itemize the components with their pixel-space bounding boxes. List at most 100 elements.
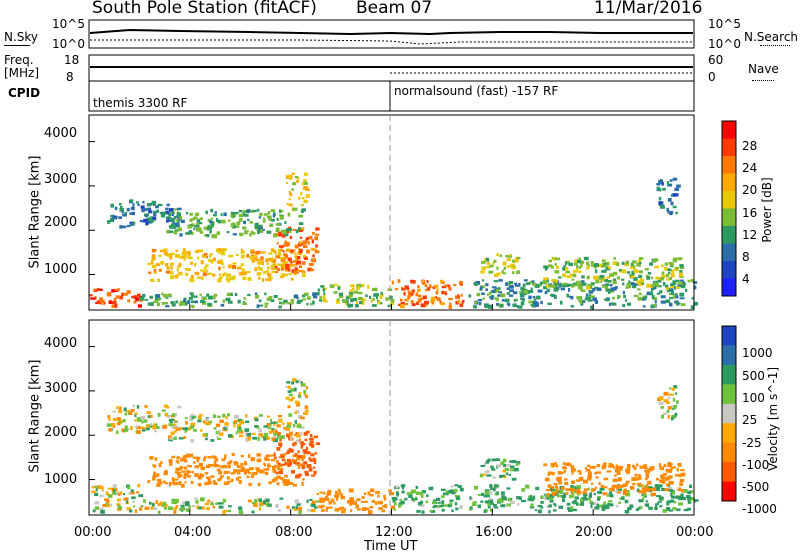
heatmap-cell-region-11 (628, 280, 631, 284)
heatmap-cell-region-9 (576, 485, 582, 489)
heatmap-cell-region-2 (177, 474, 181, 478)
heatmap-cell-region-4 (257, 425, 260, 429)
heatmap-cell-region-4 (295, 434, 301, 438)
heatmap-cell-region-4 (280, 435, 285, 439)
heatmap-cell-region-7 (319, 491, 323, 494)
heatmap-cell-region-4 (247, 218, 250, 221)
heatmap-cell-region-11 (592, 466, 596, 469)
heatmap-cell-region-1 (159, 501, 163, 505)
heatmap-cell-region-11 (639, 276, 643, 280)
heatmap-cell-region-2 (160, 249, 165, 253)
heatmap-cell-region-10 (509, 254, 513, 257)
heatmap-cell-region-6 (298, 392, 302, 395)
heatmap-cell-region-12 (660, 406, 664, 409)
heatmap-cell-region-10 (485, 257, 490, 262)
heatmap-cell-region-12 (656, 183, 661, 186)
heatmap-cell-region-2 (298, 465, 301, 469)
heatmap-cell-region-5 (118, 216, 122, 219)
heatmap-cell-region-1 (163, 501, 167, 505)
heatmap-cell-region-2 (243, 271, 248, 276)
heatmap-cell-region-4 (271, 437, 275, 441)
heatmap-cell-region-11 (561, 471, 564, 475)
heatmap-cell-region-11 (608, 280, 612, 283)
heatmap-cell-region-4 (215, 423, 221, 427)
heatmap-cell-region-2 (279, 477, 284, 480)
heatmap-cell-region-10 (480, 464, 486, 467)
heatmap-cell-region-4 (206, 234, 210, 237)
heatmap-cell-region-9 (514, 282, 518, 285)
heatmap-cell-region-8 (400, 500, 405, 505)
heatmap-cell-region-7 (347, 303, 350, 306)
heatmap-cell-region-0 (115, 295, 121, 299)
heatmap-cell-region-2 (204, 472, 209, 475)
heatmap-cell-region-2 (241, 469, 246, 473)
heatmap-cell-region-2 (298, 458, 301, 461)
heatmap-cell-region-1 (171, 303, 176, 307)
heatmap-cell-region-0 (135, 297, 139, 302)
heatmap-cell-region-12 (667, 198, 672, 202)
heatmap-cell-region-5 (129, 426, 133, 430)
heatmap-cell-region-2 (301, 463, 305, 466)
power-ytick-4000: 4000 (44, 126, 78, 141)
heatmap-cell-region-7 (374, 287, 378, 292)
xtick-4: 16:00 (475, 525, 513, 540)
heatmap-cell-region-7 (335, 291, 338, 294)
heatmap-cell-region-4 (263, 432, 269, 437)
heatmap-cell-region-0 (136, 491, 140, 494)
heatmap-cell-region-7 (350, 298, 354, 303)
heatmap-cell-region-10 (515, 461, 521, 464)
heatmap-cell-region-6 (292, 172, 295, 175)
heatmap-cell-region-12 (670, 201, 674, 205)
heatmap-cell-region-1 (194, 300, 198, 304)
heatmap-cell-region-2 (169, 462, 173, 466)
heatmap-cell-region-2 (251, 249, 255, 252)
heatmap-cell-region-12 (668, 393, 674, 396)
heatmap-cell-region-5 (136, 417, 141, 421)
heatmap-cell-region-9 (540, 506, 544, 509)
heatmap-cell-region-5 (176, 214, 180, 218)
heatmap-cell-region-10 (486, 261, 490, 265)
heatmap-cell-region-11 (569, 273, 573, 276)
heatmap-cell-region-3 (279, 443, 282, 448)
heatmap-cell-region-9 (670, 283, 675, 287)
heatmap-cell-region-7 (369, 506, 374, 509)
heatmap-cell-region-4 (199, 230, 203, 233)
heatmap-cell-region-2 (256, 458, 262, 463)
heatmap-cell-region-8 (430, 486, 434, 490)
heatmap-cell-region-2 (217, 260, 223, 264)
heatmap-cell-region-11 (679, 478, 685, 483)
heatmap-cell-region-4 (178, 437, 184, 440)
heatmap-cell-region-10 (502, 272, 506, 275)
heatmap-cell-region-12 (667, 210, 670, 214)
heatmap-cell-region-2 (265, 270, 270, 273)
heatmap-cell-region-9 (606, 494, 611, 497)
heatmap-cell-region-10 (502, 261, 507, 266)
cpid-panel-frame (88, 80, 695, 112)
heatmap-cell-region-3 (315, 244, 318, 248)
heatmap-cell-region-2 (166, 266, 170, 270)
velocity-cbtick-1: 500 (742, 369, 765, 383)
heatmap-cell-region-9 (481, 279, 484, 282)
heatmap-cell-region-6 (286, 381, 291, 384)
heatmap-cell-region-3 (288, 268, 291, 272)
heatmap-cell-region-11 (579, 284, 583, 288)
heatmap-cell-region-4 (266, 415, 270, 418)
heatmap-cell-region-0 (111, 304, 115, 308)
heatmap-cell-region-1 (207, 499, 211, 503)
heatmap-cell-region-1 (140, 505, 144, 508)
heatmap-cell-region-11 (595, 476, 599, 479)
heatmap-cell-region-11 (572, 273, 577, 278)
heatmap-cell-region-9 (689, 499, 692, 502)
heatmap-cell-region-1 (156, 302, 161, 307)
heatmap-cell-region-9 (668, 509, 673, 512)
heatmap-cell-region-4 (287, 228, 292, 231)
heatmap-cell-region-4 (184, 430, 187, 433)
heatmap-cell-region-9 (670, 493, 673, 497)
heatmap-cell-region-2 (293, 273, 297, 276)
heatmap-cell-region-7 (347, 499, 352, 504)
heatmap-cell-region-5 (168, 419, 173, 422)
heatmap-cell-region-10 (496, 464, 502, 468)
heatmap-cell-region-2 (171, 456, 175, 459)
heatmap-cell-region-11 (638, 274, 643, 278)
heatmap-cell-region-9 (523, 279, 528, 282)
